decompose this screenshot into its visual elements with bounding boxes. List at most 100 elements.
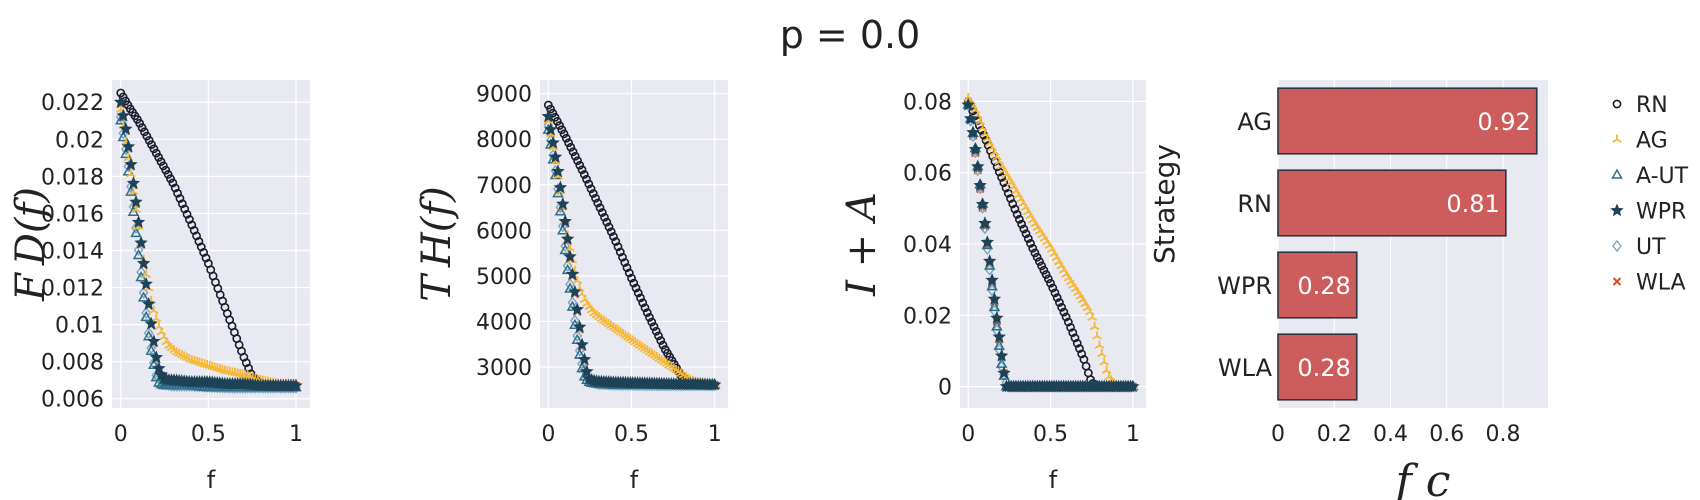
circle-marker-icon [1612,99,1622,109]
data-point [168,178,178,188]
data-point [620,258,630,267]
bar-value-label: 0.28 [1297,354,1350,382]
data-point [975,197,990,211]
legend-label: A-UT [1636,164,1689,189]
data-point [582,174,591,184]
data-point [591,193,600,203]
data-point [963,111,978,125]
data-point [1039,265,1049,275]
y-tick-label: 0.014 [41,239,104,264]
data-point [1026,239,1035,248]
data-point [624,268,634,278]
panels: 0 0.5 1 0.006 0.008 0.01 0.012 0.014 0.016 0.018 0… [8,80,1548,500]
data-point [133,243,144,257]
data-point [562,259,573,272]
data-point [130,226,142,238]
data-point [129,195,143,208]
series-WPR [114,95,303,392]
data-point [1041,270,1051,279]
data-point [968,142,983,156]
data-point [980,235,995,248]
data-point [151,148,161,158]
data-point [566,300,579,311]
data-point [570,302,584,316]
data-point [156,157,166,167]
data-point [142,131,152,141]
data-point [993,339,1006,350]
data-point [982,254,997,267]
bar-WPR [1277,251,1358,319]
data-point [141,269,151,279]
data-point [560,232,575,245]
data-point [131,215,146,228]
data-point [1019,224,1029,234]
data-point [1070,333,1080,343]
bar-value-label: 0.92 [1477,108,1530,136]
data-point [149,144,159,154]
data-point [127,205,140,216]
data-point [613,242,623,252]
category-label: WPR [1217,272,1272,300]
legend-label: RN [1636,93,1668,118]
y-tick-label: 0.006 [41,388,104,413]
data-point [1012,210,1022,219]
data-point [602,217,612,227]
data-point [1059,307,1069,317]
data-point [584,179,594,189]
data-point [1087,312,1098,321]
data-point [649,322,659,332]
data-point [561,133,571,143]
data-point [1099,357,1110,366]
triangle-marker-icon [1611,168,1623,179]
data-point [577,165,587,175]
y-tick-label: 0.008 [41,351,104,376]
data-point [1035,257,1044,266]
panel-1: 0 0.5 1 0.006 0.008 0.01 0.012 0.014 0.016 0.018 0… [8,80,310,494]
data-point [170,183,180,193]
legend-item-RN: RN [1612,93,1668,118]
figure-title: p = 0.0 [780,13,921,57]
x-axis-label: f [1049,466,1058,494]
data-point [138,286,149,299]
data-point [560,239,571,253]
data-point [1055,298,1064,307]
data-point [559,129,569,139]
data-point [999,178,1009,188]
y-tick-label: 8000 [476,128,532,153]
data-point [1061,312,1071,322]
category-label: AG [1237,108,1272,136]
x-tick-label: 0 [541,422,555,447]
data-point [1063,317,1073,327]
data-point [576,362,588,373]
data-point [606,227,616,237]
y-tick-label: 0.012 [41,277,104,302]
data-point [629,278,639,288]
data-point [572,320,587,333]
data-point [990,310,1004,324]
data-point [557,224,569,235]
data-point [658,340,668,350]
data-point [973,178,987,192]
data-point [177,199,187,209]
x-tick-label: 0.5 [1033,422,1068,447]
data-point [548,150,563,163]
y-tick-label: 0.022 [41,91,104,116]
x-axis-label: f [207,466,216,494]
data-point [997,366,1011,379]
series-WPR [541,109,722,391]
data-point [1075,344,1084,353]
y-tick-label: 9000 [476,83,532,108]
data-point [1072,338,1082,348]
data-point [131,204,141,213]
legend-item-WPR: WPR [1610,200,1686,225]
data-point [289,378,303,392]
data-point [988,300,1001,312]
data-point [1014,214,1024,224]
data-point [565,243,575,252]
y-tick-label: 4000 [476,310,532,335]
data-point [166,174,175,184]
y-tick-label: 7000 [476,174,532,199]
data-point [575,160,585,170]
data-point [117,131,130,142]
bar-value-label: 0.28 [1297,272,1350,300]
